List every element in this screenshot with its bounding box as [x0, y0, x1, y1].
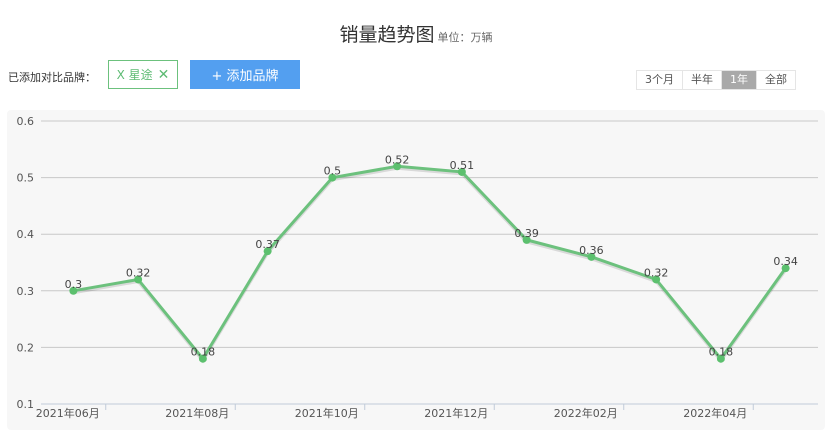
- y-tick-label: 0.5: [17, 172, 35, 185]
- range-3-months[interactable]: 3个月: [637, 71, 682, 89]
- chart-title: 销量趋势图 单位：万辆: [0, 20, 832, 47]
- compare-label: 已添加对比品牌：: [8, 71, 96, 84]
- y-tick-label: 0.6: [17, 115, 35, 128]
- brand-name: X 星途: [116, 68, 153, 82]
- data-label: 0.32: [644, 266, 669, 279]
- data-point: [134, 275, 143, 284]
- data-label: 0.18: [709, 346, 734, 359]
- data-label: 0.37: [255, 238, 280, 251]
- data-label: 0.51: [450, 159, 475, 172]
- data-point: [652, 275, 661, 284]
- y-tick-label: 0.1: [17, 398, 35, 411]
- data-label: 0.36: [579, 244, 604, 257]
- x-tick-label: 2021年12月: [424, 406, 488, 420]
- data-label: 0.32: [126, 266, 151, 279]
- y-tick-label: 0.2: [17, 341, 35, 354]
- data-point: [587, 252, 596, 261]
- add-brand-button[interactable]: + 添加品牌: [190, 60, 300, 89]
- data-label: 0.18: [191, 346, 216, 359]
- close-icon[interactable]: ✕: [157, 66, 170, 83]
- x-tick-label: 2021年10月: [295, 406, 359, 420]
- series-line: [73, 164, 787, 362]
- title-text: 销量趋势图: [339, 24, 435, 46]
- data-point: [263, 247, 272, 256]
- data-point: [522, 235, 531, 244]
- data-point: [393, 162, 402, 171]
- data-point: [69, 286, 78, 295]
- y-tick-label: 0.3: [17, 285, 35, 298]
- data-point: [198, 354, 207, 363]
- y-tick-label: 0.4: [17, 228, 35, 241]
- data-point: [781, 264, 790, 273]
- brand-tag[interactable]: X 星途 ✕: [108, 60, 178, 89]
- unit-text: 单位：万辆: [437, 31, 493, 44]
- data-point: [716, 354, 725, 363]
- x-tick-label: 2022年04月: [683, 406, 747, 420]
- x-tick-label: 2022年02月: [554, 406, 618, 420]
- x-tick-label: 2021年08月: [165, 406, 229, 420]
- range-all[interactable]: 全部: [756, 71, 795, 89]
- range-selector: 3个月 半年 1年 全部: [636, 70, 796, 90]
- plot-area: [7, 110, 825, 430]
- range-1-year[interactable]: 1年: [721, 71, 756, 89]
- data-point: [328, 173, 337, 182]
- data-label: 0.3: [65, 278, 83, 291]
- x-tick-label: 2021年06月: [36, 406, 100, 420]
- data-label: 0.34: [773, 255, 798, 268]
- data-point: [457, 167, 466, 176]
- data-label: 0.5: [324, 165, 342, 178]
- data-label: 0.52: [385, 153, 410, 166]
- range-half-year[interactable]: 半年: [682, 71, 721, 89]
- data-label: 0.39: [514, 227, 539, 240]
